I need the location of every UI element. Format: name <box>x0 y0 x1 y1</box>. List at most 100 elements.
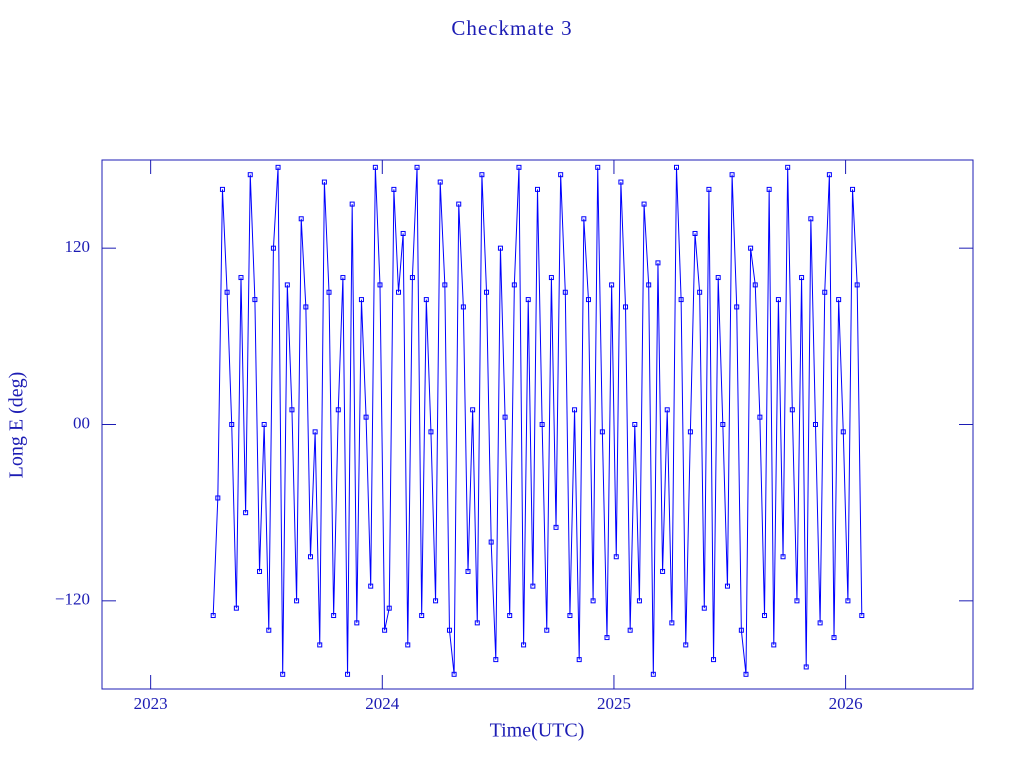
point-marker <box>585 297 591 303</box>
point-marker <box>507 613 513 619</box>
point-marker <box>752 282 758 288</box>
point-marker <box>266 627 272 633</box>
point-marker <box>581 216 587 222</box>
point-marker <box>812 422 818 427</box>
series-line <box>212 167 863 675</box>
point-marker <box>859 613 865 619</box>
point-marker <box>525 297 531 303</box>
point-marker <box>817 620 823 626</box>
point-marker <box>678 297 684 303</box>
point-marker <box>396 289 402 295</box>
point-marker <box>298 216 304 222</box>
point-marker <box>576 657 582 663</box>
point-marker <box>460 304 466 310</box>
point-marker <box>326 289 332 295</box>
point-marker <box>794 598 800 604</box>
point-marker <box>683 642 689 648</box>
point-marker <box>307 554 313 560</box>
point-marker <box>692 230 698 236</box>
point-marker <box>493 657 499 663</box>
point-marker <box>706 186 712 192</box>
point-marker <box>687 429 693 435</box>
point-marker <box>372 164 378 170</box>
point-marker <box>636 598 642 604</box>
point-marker <box>280 671 286 677</box>
point-marker <box>789 407 795 413</box>
point-marker <box>363 414 369 420</box>
point-marker <box>382 627 388 633</box>
point-marker <box>673 164 679 170</box>
point-marker <box>215 495 221 501</box>
point-marker <box>470 407 476 413</box>
y-tick-label: −120 <box>55 590 90 609</box>
point-marker <box>317 642 323 648</box>
point-marker <box>766 186 772 192</box>
point-marker <box>414 164 420 170</box>
point-marker <box>632 422 638 427</box>
chart-title: Checkmate 3 <box>451 16 572 40</box>
point-marker <box>697 289 703 295</box>
point-marker <box>771 642 777 648</box>
point-marker <box>488 539 494 545</box>
point-marker <box>474 620 480 626</box>
point-marker <box>521 642 527 648</box>
point-marker <box>572 407 578 413</box>
point-marker <box>748 245 754 251</box>
point-marker <box>368 583 374 589</box>
point-marker <box>516 164 522 170</box>
point-marker <box>261 422 267 427</box>
point-marker <box>826 172 832 178</box>
point-marker <box>567 613 573 619</box>
point-marker <box>655 260 661 266</box>
point-marker <box>724 583 730 589</box>
point-marker <box>850 186 856 192</box>
point-marker <box>613 554 619 560</box>
point-marker <box>590 598 596 604</box>
point-marker <box>331 613 337 619</box>
point-marker <box>294 598 300 604</box>
point-marker <box>627 627 633 633</box>
point-marker <box>386 605 392 611</box>
point-marker <box>446 627 452 633</box>
point-marker <box>646 282 652 288</box>
point-marker <box>623 304 629 310</box>
point-marker <box>391 186 397 192</box>
point-marker <box>604 635 610 641</box>
point-marker <box>775 297 781 303</box>
point-marker <box>247 172 253 178</box>
point-marker <box>595 164 601 170</box>
plot-area <box>210 164 865 677</box>
point-marker <box>660 568 666 574</box>
x-tick-label: 2024 <box>365 694 400 713</box>
x-tick-label: 2026 <box>829 694 863 713</box>
point-marker <box>479 172 485 178</box>
point-marker <box>340 275 346 281</box>
point-marker <box>345 671 351 677</box>
point-marker <box>539 422 545 427</box>
x-tick-label: 2025 <box>597 694 631 713</box>
point-marker <box>358 297 364 303</box>
point-marker <box>349 201 355 207</box>
point-marker <box>734 304 740 310</box>
point-marker <box>553 524 559 530</box>
point-marker <box>511 282 517 288</box>
point-marker <box>335 407 341 413</box>
point-marker <box>257 568 263 574</box>
y-tick-label: 00 <box>73 413 90 432</box>
point-marker <box>840 429 846 435</box>
point-marker <box>238 275 244 281</box>
point-marker <box>799 275 805 281</box>
y-axis-label: Long E (deg) <box>6 372 28 479</box>
point-marker <box>433 598 439 604</box>
point-marker <box>497 245 503 251</box>
point-marker <box>822 289 828 295</box>
point-marker <box>738 627 744 633</box>
point-marker <box>224 289 230 295</box>
x-tick-label: 2023 <box>134 694 168 713</box>
point-marker <box>400 230 406 236</box>
point-marker <box>456 201 462 207</box>
point-marker <box>854 282 860 288</box>
point-marker <box>701 605 707 611</box>
point-marker <box>715 275 721 281</box>
point-marker <box>233 605 239 611</box>
